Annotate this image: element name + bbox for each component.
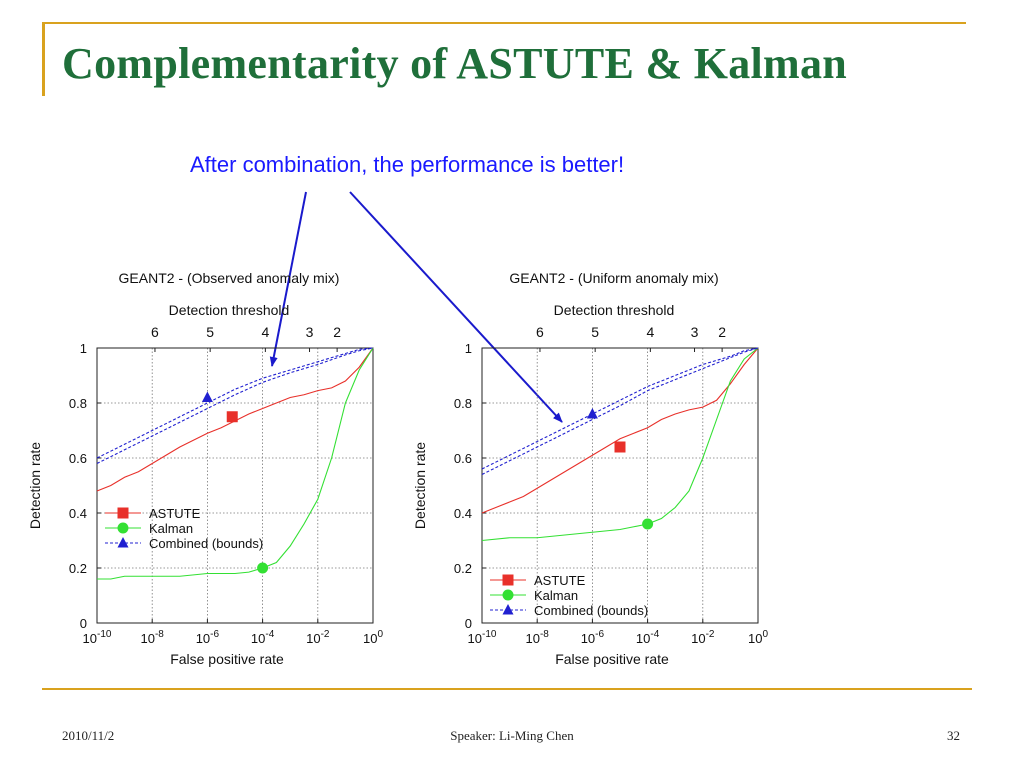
top-tick-label: 4 <box>261 324 269 340</box>
y-tick-label: 0 <box>80 616 87 631</box>
footer-rule <box>42 688 972 690</box>
y-tick-label: 1 <box>80 341 87 356</box>
y-tick-label: 0 <box>465 616 472 631</box>
x-tick-label: 10-8 <box>526 629 550 646</box>
x-axis-label: False positive rate <box>555 651 669 667</box>
top-tick-label: 5 <box>206 324 214 340</box>
top-tick-label: 5 <box>591 324 599 340</box>
y-tick-label: 0.2 <box>69 561 87 576</box>
series-line-combined-bounds <box>96 347 374 459</box>
legend-marker <box>117 522 129 534</box>
x-tick-label: 10-4 <box>636 629 660 646</box>
series-line-astute <box>481 347 759 514</box>
chart-title: GEANT2 - (Observed anomaly mix) <box>119 270 340 286</box>
x-tick-label: 100 <box>748 629 768 646</box>
y-tick-label: 0.8 <box>454 396 472 411</box>
legend-label: Kalman <box>149 521 193 536</box>
top-tick-label: 2 <box>718 324 726 340</box>
x-tick-label: 10-2 <box>691 629 715 646</box>
series-line-combined-bounds-lower <box>481 347 759 475</box>
legend-marker <box>502 589 514 601</box>
series-line-combined-bounds-lower <box>96 347 374 464</box>
top-tick-label: 2 <box>333 324 341 340</box>
y-tick-label: 0.4 <box>69 506 87 521</box>
footer-speaker: Speaker: Li-Ming Chen <box>450 728 574 743</box>
y-tick-label: 0.4 <box>454 506 472 521</box>
legend-marker <box>502 574 514 586</box>
y-axis-label: Detection rate <box>412 442 428 529</box>
marker-astute <box>226 411 238 423</box>
y-tick-label: 1 <box>465 341 472 356</box>
y-tick-label: 0.8 <box>69 396 87 411</box>
x-tick-label: 10-4 <box>251 629 275 646</box>
footer-page-number: 32 <box>947 728 960 743</box>
x-tick-label: 100 <box>363 629 383 646</box>
x-tick-label: 10-2 <box>306 629 330 646</box>
top-tick-label: 6 <box>151 324 159 340</box>
chart-title: GEANT2 - (Uniform anomaly mix) <box>509 270 718 286</box>
x-tick-label: 10-6 <box>581 629 605 646</box>
top-axis-label: Detection threshold <box>554 302 675 318</box>
legend-label: ASTUTE <box>534 573 586 588</box>
legend-label: Combined (bounds) <box>149 536 263 551</box>
x-tick-label: 10-10 <box>83 629 112 646</box>
marker-astute <box>614 441 626 453</box>
x-tick-label: 10-10 <box>468 629 497 646</box>
x-tick-label: 10-8 <box>141 629 165 646</box>
x-tick-label: 10-6 <box>196 629 220 646</box>
legend-marker <box>117 537 129 548</box>
plot-frame <box>96 347 374 624</box>
top-tick-label: 3 <box>306 324 314 340</box>
marker-kalman <box>257 562 269 574</box>
arrow-to-right-chart <box>349 191 563 423</box>
top-tick-label: 6 <box>536 324 544 340</box>
y-tick-label: 0.2 <box>454 561 472 576</box>
legend-label: Combined (bounds) <box>534 603 648 618</box>
x-axis-label: False positive rate <box>170 651 284 667</box>
marker-kalman <box>642 518 654 530</box>
chart-uniform-anomaly-mix: GEANT2 - (Uniform anomaly mix) Detection … <box>412 270 768 667</box>
legend-marker <box>117 507 129 519</box>
plot-frame <box>481 347 759 624</box>
marker-combined-bounds <box>201 391 213 402</box>
chart-observed-anomaly-mix: GEANT2 - (Observed anomaly mix) Detection… <box>27 270 383 667</box>
top-tick-label: 4 <box>646 324 654 340</box>
legend-label: Kalman <box>534 588 578 603</box>
title-accent-vertical <box>42 22 45 96</box>
title-accent-horizontal <box>42 22 966 24</box>
top-axis-label: Detection threshold <box>169 302 290 318</box>
slide-title: Complementarity of ASTUTE & Kalman <box>62 39 848 88</box>
top-tick-label: 3 <box>691 324 699 340</box>
marker-combined-bounds <box>586 408 598 419</box>
legend-marker <box>502 604 514 615</box>
y-tick-label: 0.6 <box>454 451 472 466</box>
footer-date: 2010/11/2 <box>62 728 115 743</box>
series-line-kalman <box>481 347 759 542</box>
y-axis-label: Detection rate <box>27 442 43 529</box>
y-tick-label: 0.6 <box>69 451 87 466</box>
legend-label: ASTUTE <box>149 506 201 521</box>
arrow-to-left-chart <box>269 191 307 367</box>
callout-text: After combination, the performance is be… <box>190 152 625 177</box>
series-line-combined-bounds <box>481 347 759 470</box>
